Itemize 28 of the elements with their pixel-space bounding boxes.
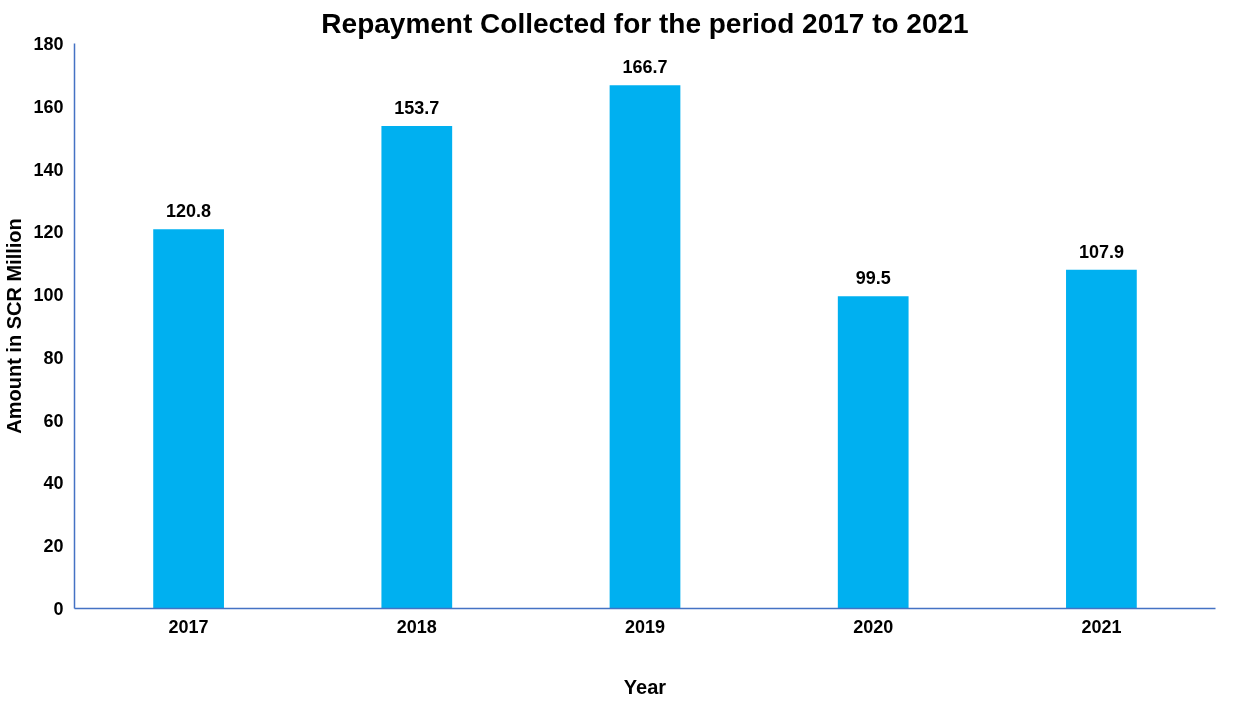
x-tick-label: 2020 — [853, 616, 894, 637]
y-tick-label: 120 — [33, 222, 64, 243]
y-tick-label: 20 — [43, 536, 64, 557]
bar — [837, 296, 909, 609]
data-label: 166.7 — [622, 57, 668, 78]
data-label: 120.8 — [166, 201, 212, 222]
x-axis-title: Year — [623, 675, 667, 698]
y-tick-label: 60 — [43, 410, 64, 431]
y-tick-label: 140 — [33, 159, 64, 180]
y-tick-label: 180 — [33, 34, 64, 54]
bar — [153, 229, 224, 609]
data-label: 99.5 — [855, 268, 891, 289]
chart-title: Repayment Collected for the period 2017 to 2021 — [321, 7, 969, 39]
x-tick-label: 2017 — [168, 616, 209, 637]
y-tick-label: 80 — [43, 347, 64, 368]
data-label: 153.7 — [394, 98, 440, 119]
data-label: 107.9 — [1078, 241, 1124, 262]
y-tick-label: 100 — [33, 285, 64, 306]
y-tick-label: 40 — [43, 473, 64, 494]
x-tick-label: 2021 — [1081, 616, 1122, 637]
bar — [381, 126, 453, 609]
bar — [609, 85, 681, 609]
x-tick-label: 2019 — [624, 616, 666, 637]
y-tick-label: 0 — [53, 599, 64, 619]
bar — [1066, 269, 1137, 609]
y-axis-title: Amount in SCR Million — [3, 218, 26, 434]
y-tick-label: 160 — [33, 96, 64, 117]
x-tick-label: 2018 — [396, 616, 437, 637]
